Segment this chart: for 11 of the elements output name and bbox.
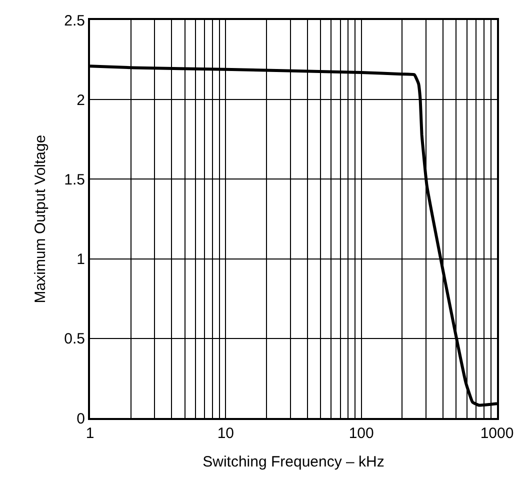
y-tick-label: 2.5 (64, 12, 85, 30)
y-tick-label: 0.5 (64, 330, 85, 348)
x-axis-title: Switching Frequency – kHz (202, 454, 384, 470)
y-tick-label: 0 (76, 410, 85, 428)
x-tick-label: 1000 (480, 425, 514, 442)
y-tick-label: 1 (76, 251, 85, 268)
x-tick-label: 10 (217, 425, 234, 442)
y-tick-label: 2 (76, 92, 85, 109)
y-axis-title: Maximum Output Voltage (32, 134, 49, 304)
y-tick-label: 1.5 (64, 171, 85, 188)
x-tick-label: 100 (348, 425, 374, 442)
